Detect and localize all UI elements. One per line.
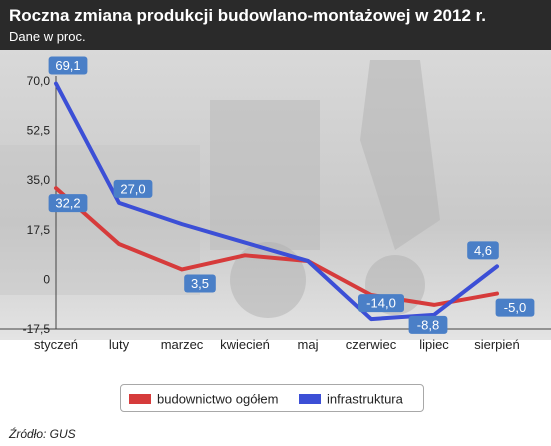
series-line-infrastruktura	[54, 81, 499, 322]
x-tick-label: lipiec	[419, 337, 449, 352]
legend-label-budownictwo: budownictwo ogółem	[157, 391, 279, 407]
data-label: -8,8	[408, 315, 448, 334]
data-label-box	[358, 294, 404, 313]
photo-shape	[360, 60, 440, 250]
data-label: -14,0	[358, 294, 404, 313]
photo-shape	[210, 100, 320, 250]
photo-shape	[230, 242, 306, 318]
y-tick-label: 70,0	[27, 74, 51, 88]
legend-swatch-blue	[299, 393, 321, 404]
data-label-text: 27,0	[120, 181, 145, 196]
y-tick-label: -17,5	[23, 322, 51, 336]
y-tick-label: 17,5	[27, 223, 51, 237]
data-label-text: 4,6	[474, 243, 492, 258]
legend-label-infrastruktura: infrastruktura	[327, 391, 403, 407]
data-label-box	[408, 315, 448, 334]
data-label-box	[184, 274, 216, 293]
x-tick-label: kwiecień	[220, 337, 270, 352]
x-tick-label: czerwiec	[346, 337, 397, 352]
y-tick-label: 35,0	[27, 173, 51, 187]
data-label-text: 69,1	[55, 58, 80, 73]
data-label: 3,5	[184, 274, 216, 293]
source-note: Źródło: GUS	[9, 427, 76, 441]
legend-swatch-red	[129, 393, 151, 404]
data-label: 32,2	[48, 194, 88, 213]
data-label-text: -8,8	[417, 317, 439, 332]
data-label-text: 3,5	[191, 276, 209, 291]
y-tick-label: 0	[43, 272, 50, 286]
y-tick-label: 52,5	[27, 124, 51, 138]
data-label-box	[48, 56, 88, 75]
chart-title: Roczna zmiana produkcji budowlano-montaż…	[9, 6, 487, 25]
data-label: 4,6	[467, 241, 499, 260]
data-label-text: -5,0	[504, 300, 526, 315]
legend: budownictwo ogółem infrastruktura	[120, 384, 424, 412]
data-label-text: 32,2	[55, 196, 80, 211]
data-label: -5,0	[495, 298, 535, 317]
x-tick-label: maj	[298, 337, 319, 352]
data-label: 69,1	[48, 56, 88, 75]
data-label-text: -14,0	[366, 296, 396, 311]
data-label-box	[495, 298, 535, 317]
data-label-box	[113, 179, 153, 198]
data-label: 27,0	[113, 179, 153, 198]
header-bar: Roczna zmiana produkcji budowlano-montaż…	[0, 0, 551, 50]
x-tick-label: luty	[109, 337, 130, 352]
chart-subtitle: Dane w proc.	[9, 29, 86, 44]
legend-item-budownictwo: budownictwo ogółem	[129, 390, 278, 406]
x-tick-label: sierpień	[474, 337, 520, 352]
x-tick-label: marzec	[161, 337, 204, 352]
legend-item-infrastruktura: infrastruktura	[299, 390, 403, 406]
x-tick-label: styczeń	[34, 337, 78, 352]
series-line-budownictwo	[54, 186, 499, 307]
data-label-box	[467, 241, 499, 260]
data-label-box	[48, 194, 88, 213]
